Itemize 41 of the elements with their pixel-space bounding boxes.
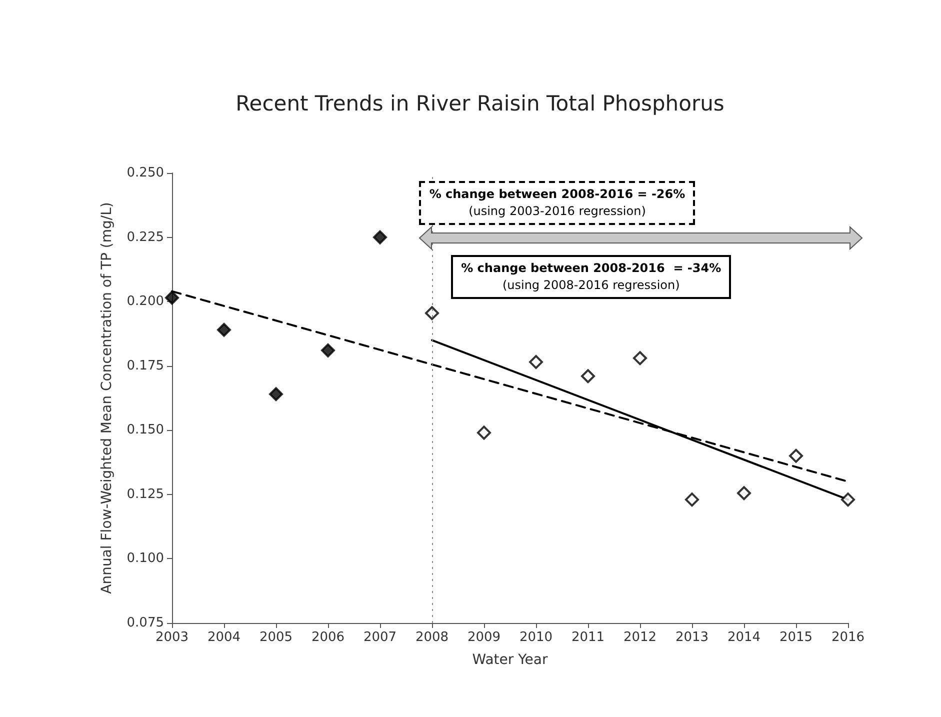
y-axis-title: Annual Flow-Weighted Mean Concentration of TP (mg/L)	[99, 202, 115, 594]
point	[737, 486, 751, 500]
annotation: % change between 2008-2016 = -26% (using 2003-2016 regression)	[429, 186, 686, 218]
y-tick-label: 0.250	[126, 166, 164, 180]
point	[425, 306, 439, 320]
point	[165, 290, 179, 305]
point	[581, 369, 595, 384]
x-tick-label: 2011	[571, 630, 605, 645]
x-tick-label: 2014	[727, 630, 761, 645]
x-tick-label: 2008	[415, 630, 449, 645]
point	[529, 355, 543, 369]
x-tick-label: 2010	[519, 630, 553, 645]
annotation: % change between 2008-2016 = -34% (using 2008-2016 regression)	[461, 260, 722, 292]
x-tick-label: 2005	[259, 630, 293, 645]
point	[321, 343, 335, 358]
x-tick-label: 2009	[467, 630, 501, 645]
point	[373, 230, 387, 244]
x-tick-label: 2015	[779, 630, 813, 645]
point	[217, 322, 231, 337]
y-tick-label: 0.100	[126, 551, 164, 566]
point	[841, 492, 855, 507]
point	[789, 448, 803, 463]
y-tick-label: 0.175	[126, 358, 164, 374]
point	[477, 426, 491, 440]
x-tick-label: 2007	[363, 630, 397, 645]
y-tick-label: 0.150	[126, 422, 164, 438]
chart-title: Recent Trends in River Raisin Total Phosphorus	[236, 92, 724, 116]
x-tick-label: 2013	[675, 630, 709, 645]
x-tick-label: 2004	[207, 630, 241, 645]
point	[269, 387, 283, 402]
x-tick-label: 2016	[831, 630, 865, 645]
x-axis-title: Water Year	[472, 652, 548, 668]
point	[633, 351, 647, 366]
y-tick-label: 0.200	[126, 294, 164, 310]
y-tick-label: 0.075	[126, 616, 164, 630]
point	[685, 492, 699, 507]
x-tick-label: 2006	[311, 630, 345, 645]
y-tick-label: 0.125	[126, 486, 164, 502]
y-tick-label: 0.225	[126, 230, 164, 245]
x-tick-label: 2012	[623, 630, 657, 645]
x-tick-label: 2003	[155, 630, 189, 645]
